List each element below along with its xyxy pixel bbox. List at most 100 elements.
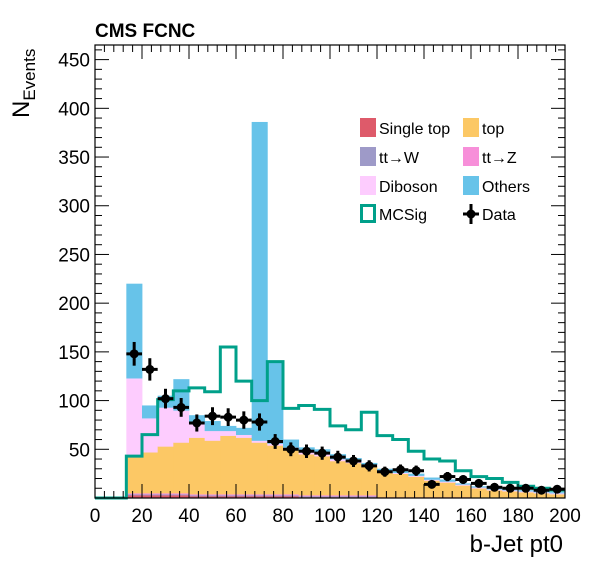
legend-marker-dot [466,209,476,219]
data-point [173,398,190,417]
bar-diboson [204,430,221,441]
data-marker [427,479,437,489]
bar-tt-w [314,496,331,498]
bar-tt-w [361,496,378,498]
bar-diboson [471,487,488,489]
bar-top [126,456,143,494]
bar-top [361,465,378,496]
svg-text:NEvents: NEvents [8,49,39,118]
signal-step-line [95,345,565,500]
legend: Single top top tt→W tt→Z Diboson Others MCSig D… [360,118,530,224]
x-tick-label: 0 [90,506,101,527]
x-axis-title: b-Jet pt0 [470,531,563,558]
data-point [517,483,534,493]
x-tick-label: 120 [361,506,393,527]
data-marker [286,444,296,454]
x-tick-label: 80 [272,506,293,527]
bar-diboson [455,484,472,486]
x-tick-label: 40 [178,506,199,527]
bar-top [267,445,284,495]
y-tick-label: 100 [58,392,90,413]
bar-others [424,477,441,480]
data-marker [255,417,264,427]
y-tick-label: 250 [58,245,90,266]
data-point [329,450,346,464]
bar-top [204,440,221,495]
data-marker [380,467,390,477]
bar-tt-w [126,494,143,496]
data-marker [317,448,327,458]
bar-top [518,492,535,499]
bar-top [471,488,488,499]
bar-others [220,425,237,432]
data-marker [490,482,499,492]
bar-tt-w [267,495,284,497]
data-marker [223,412,233,422]
x-tick-label: 60 [225,506,246,527]
legend-entry: Others [463,176,530,196]
bar-top [345,462,362,496]
data-marker [129,349,139,359]
data-marker [521,483,531,493]
bar-tt-w [298,496,315,498]
bar-top [502,491,519,499]
y-tick-label: 350 [58,148,90,169]
legend-entry: Data [463,204,516,224]
legend-label: Diboson [379,179,438,196]
bar-tt-z [314,495,331,497]
bar-diboson [220,430,237,436]
y-axis-title: NEvents [8,49,39,118]
legend-swatch [360,118,376,137]
legend-label: MCSig [379,207,427,224]
data-point [376,466,393,477]
bar-single-top [142,495,159,499]
bar-tt-z [204,494,221,496]
axis-ticks: 0 20 40 60 80 100 120 140 160 180 200 50 100 150 200 25… [58,45,581,527]
bar-tt-w [251,495,268,497]
legend-swatch [360,176,376,195]
data-points [126,341,566,495]
bar-others [251,121,268,441]
bar-top [486,490,503,499]
bar-tt-z [251,494,268,496]
bar-tt-w [283,495,300,497]
bar-top [330,460,347,496]
legend-entry: Single top [360,118,450,138]
bar-single-top [283,496,300,499]
bar-top [173,442,190,494]
bar-single-top [267,496,284,499]
bar-tt-z [345,495,362,497]
x-tick-label: 200 [549,506,581,527]
y-axis-title-sub: Events [20,49,39,101]
data-marker [458,474,468,484]
bar-top [377,471,394,498]
legend-swatch [463,176,479,195]
data-point [157,388,174,409]
bar-diboson [236,434,253,438]
data-point [455,474,472,484]
bar-tt-z [220,494,237,496]
x-tick-label: 160 [455,506,487,527]
data-marker [443,472,452,482]
data-marker [333,452,343,462]
bar-others [455,483,472,485]
data-marker [239,415,249,425]
data-point [314,446,331,460]
x-tick-label: 180 [502,506,534,527]
bar-single-top [236,496,253,499]
y-tick-label: 400 [58,99,90,120]
bar-tt-z [330,495,347,497]
bar-diboson [157,407,174,447]
bar-top [439,482,456,498]
data-point [267,434,284,449]
bar-tt-w [330,496,347,498]
y-tick-label: 200 [58,294,90,315]
bar-single-top [157,495,174,499]
data-point [408,465,425,476]
data-marker [537,485,546,495]
bar-top [220,435,237,495]
legend-label: Single top [379,121,450,138]
signal-histogram [95,345,565,500]
bar-tt-z [157,493,174,495]
legend-label: tt→Z [482,150,517,167]
